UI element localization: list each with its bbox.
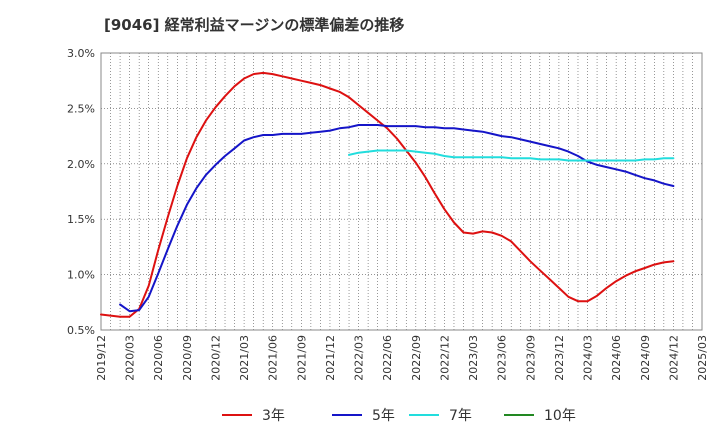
- series-line-0: [100, 71, 675, 318]
- legend-label: 5年: [372, 408, 395, 424]
- x-tick-label: 2023/03: [467, 335, 480, 381]
- y-tick-label: 2.0%: [67, 158, 95, 171]
- y-tick-label: 2.5%: [67, 102, 95, 115]
- y-tick-label: 0.5%: [67, 324, 95, 337]
- legend: 3年 5年 7年 10年: [222, 408, 576, 424]
- x-tick-label: 2025/03: [696, 335, 709, 381]
- plot-frame: [100, 52, 703, 331]
- x-tick-label: 2021/06: [267, 335, 280, 381]
- legend-label: 10年: [544, 408, 576, 424]
- chart-title: [9046] 経常利益マージンの標準偏差の推移: [104, 16, 405, 34]
- x-tick-label: 2024/06: [610, 335, 623, 381]
- x-tick-label: 2024/03: [582, 335, 595, 381]
- x-tick-label: 2023/09: [524, 335, 537, 381]
- x-tick-label: 2022/12: [438, 335, 451, 381]
- y-tick-label: 1.5%: [67, 213, 95, 226]
- legend-label: 3年: [262, 408, 285, 424]
- x-tick-label: 2024/09: [639, 335, 652, 381]
- x-tick-label: 2023/12: [553, 335, 566, 381]
- x-axis-ticks: 2019/12 2020/03 2020/06 2020/09 2020/12 2021/…: [95, 335, 709, 381]
- x-tick-label: 2021/12: [324, 335, 337, 381]
- x-tick-label: 2022/06: [381, 335, 394, 381]
- x-tick-label: 2020/09: [181, 335, 194, 381]
- x-tick-label: 2021/03: [238, 335, 251, 381]
- x-tick-label: 2023/06: [496, 335, 509, 381]
- y-tick-label: 1.0%: [67, 269, 95, 282]
- y-axis-ticks: 0.5% 1.0% 1.5% 2.0% 2.5% 3.0%: [67, 47, 95, 337]
- x-tick-label: 2024/12: [667, 335, 680, 381]
- series-lines: [100, 71, 675, 318]
- series-line-2: [348, 149, 675, 162]
- x-tick-label: 2022/03: [353, 335, 366, 381]
- grid-lines: [101, 53, 702, 330]
- x-tick-label: 2019/12: [95, 335, 108, 381]
- x-tick-label: 2020/12: [209, 335, 222, 381]
- y-tick-label: 3.0%: [67, 47, 95, 60]
- x-tick-label: 2020/06: [152, 335, 165, 381]
- x-tick-label: 2021/09: [295, 335, 308, 381]
- x-tick-label: 2022/09: [410, 335, 423, 381]
- series-line-1: [119, 124, 675, 313]
- x-tick-label: 2020/03: [124, 335, 137, 381]
- legend-label: 7年: [449, 408, 472, 424]
